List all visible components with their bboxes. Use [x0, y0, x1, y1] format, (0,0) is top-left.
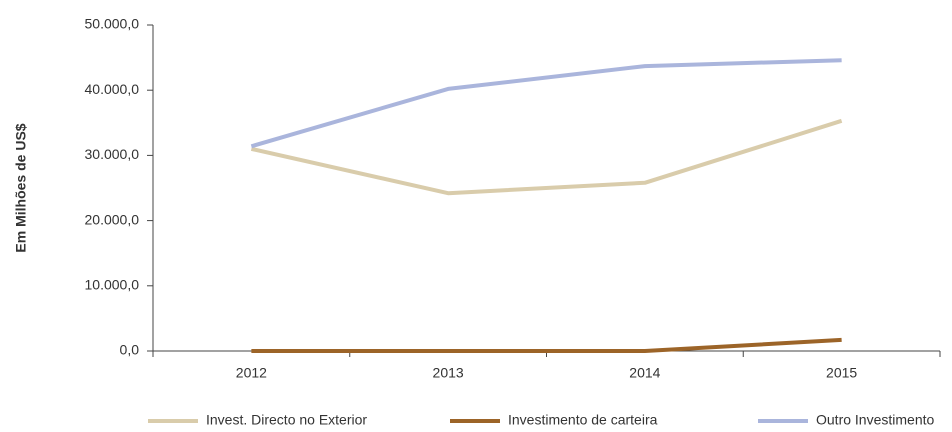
- y-tick-label: 20.000,0: [85, 211, 140, 227]
- y-tick-label: 40.000,0: [85, 81, 140, 97]
- line-series: [250, 58, 842, 149]
- x-tick-label: 2014: [629, 365, 660, 381]
- y-axis-label: Em Milhões de US$: [13, 123, 29, 252]
- x-tick-label: 2013: [433, 365, 464, 381]
- y-tick-label: 10.000,0: [85, 277, 140, 293]
- y-tick-label: 50.000,0: [85, 16, 140, 32]
- legend-label: Outro Investimento: [816, 412, 934, 428]
- y-tick-label: 0,0: [120, 342, 140, 358]
- legend-label: Investimento de carteira: [508, 412, 658, 428]
- line-series: [251, 337, 842, 353]
- y-tick-label: 30.000,0: [85, 146, 140, 162]
- line-series: [250, 118, 843, 196]
- legend-label: Invest. Directo no Exterior: [206, 412, 367, 428]
- x-tick-label: 2015: [826, 365, 857, 381]
- x-tick-label: 2012: [236, 365, 267, 381]
